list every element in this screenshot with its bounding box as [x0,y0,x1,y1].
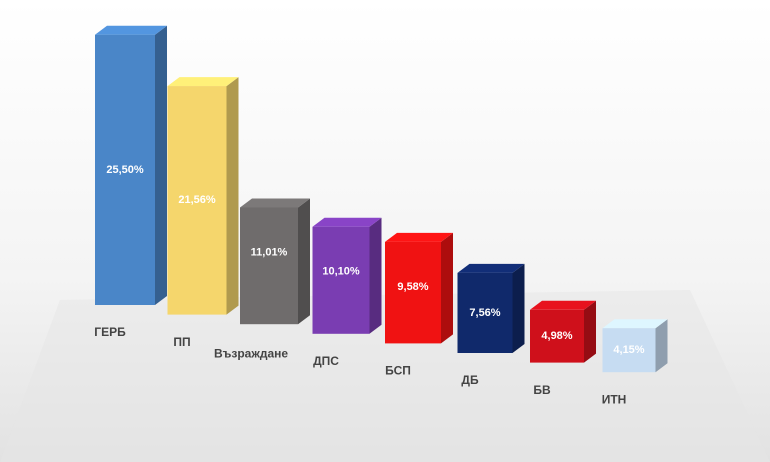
value-label: 21,56% [178,194,216,206]
x-tick-label: ИТН [602,392,627,406]
bar-side [441,232,453,344]
bar-side [584,300,596,363]
bar-top [312,217,382,227]
bar [530,309,584,363]
x-tick-label: ДПС [313,354,339,368]
bar-side [512,263,525,353]
bar-side [155,25,167,305]
bar-side [226,77,239,315]
x-tick-label: Възраждане [214,346,288,360]
value-label: 9,58% [397,281,428,293]
bar [457,272,513,353]
bar-side [298,198,310,325]
bar-top [530,300,596,310]
bar-top [95,25,167,35]
bar [240,207,298,325]
value-label: 4,15% [613,344,644,356]
bar [602,328,656,373]
x-tick-label: БСП [385,364,411,378]
value-label: 11,01% [251,246,288,258]
value-label: 10,10% [322,266,360,278]
value-label: 4,98% [541,330,572,342]
value-label: 25,50% [106,164,144,176]
bar-top [240,198,310,208]
bar [385,241,441,344]
x-tick-label: ПП [173,335,190,349]
bar-top [167,77,239,87]
bar-top [457,263,525,273]
x-tick-label: БВ [533,383,551,397]
bar [167,86,227,315]
x-tick-label: ГЕРБ [94,325,126,339]
value-label: 7,56% [469,307,500,319]
bar-top [602,319,668,329]
bar-top [385,232,453,242]
bar-side [655,319,668,373]
bar [312,226,370,334]
bar [95,34,155,305]
x-tick-label: ДБ [461,373,479,387]
bar-side [369,217,382,334]
